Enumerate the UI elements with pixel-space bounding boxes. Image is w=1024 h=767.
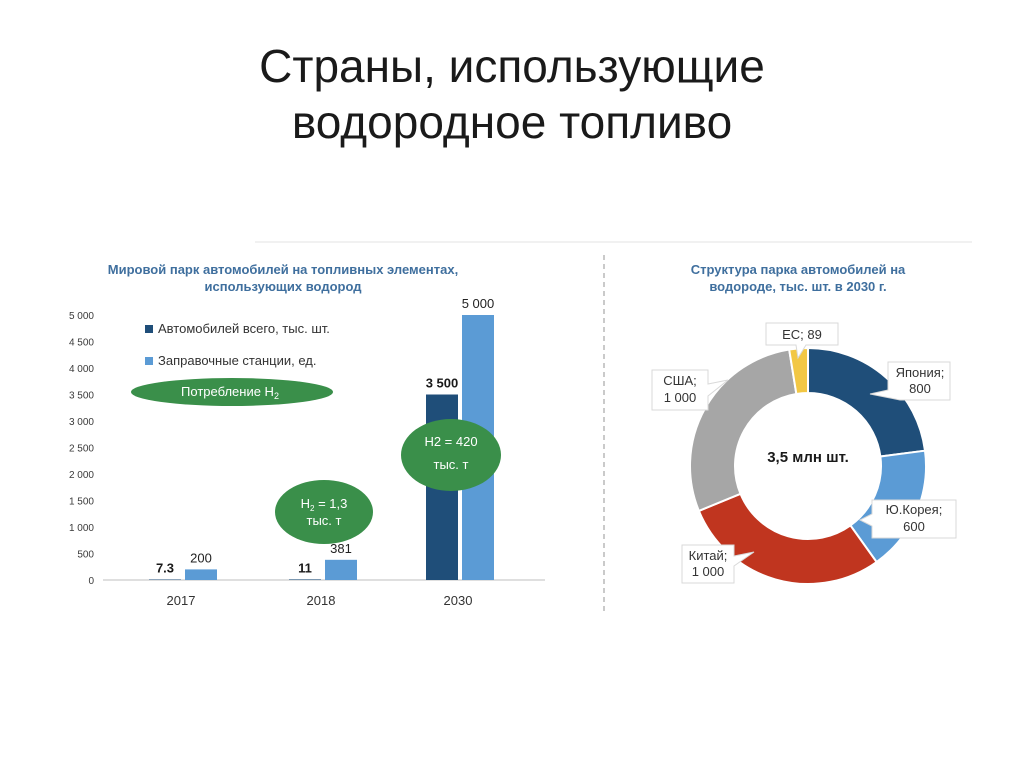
y-tick-label: 3 500: [69, 391, 94, 402]
label-china-line-1: Китай;: [689, 548, 728, 563]
y-axis-ticks: 0 500 1 000 1 500 2 000 2 500 3 000 3 500 4 000 4…: [69, 311, 94, 587]
y-tick-label: 1 500: [69, 497, 94, 508]
data-label-stations: 5 000: [462, 296, 495, 311]
h2-2018-line-2: тыс. т: [307, 513, 342, 528]
label-china-line-2: 1 000: [692, 564, 725, 579]
slide-title: Страны, использующие водородное топливо: [0, 38, 1024, 150]
legend-swatch-stations: [145, 357, 153, 365]
y-tick-label: 4 000: [69, 364, 94, 375]
bar-stations: [325, 559, 357, 580]
bar-chart: Мировой парк автомобилей на топливных эл…: [69, 262, 545, 608]
slice-eu: [788, 346, 809, 396]
legend-label-stations: Заправочные станции, ед.: [158, 353, 316, 368]
slice-label-usa: США; 1 000: [651, 369, 729, 411]
legend-label-cars: Автомобилей всего, тыс. шт.: [158, 321, 330, 336]
slice-usa: [689, 348, 798, 513]
slice-china: [697, 492, 878, 585]
y-tick-label: 4 500: [69, 338, 94, 349]
y-tick-label: 1 000: [69, 523, 94, 534]
donut-chart-title-line-1: Структура парка автомобилей на: [691, 262, 906, 277]
h2-2018-ellipse: [275, 480, 373, 544]
y-tick-label: 3 000: [69, 417, 94, 428]
x-axis-categories: 2017 2018 2030: [167, 593, 473, 608]
bar-chart-title-line-2: использующих водород: [205, 279, 363, 294]
donut-chart-title-line-2: водороде, тыс. шт. в 2030 г.: [709, 279, 886, 294]
callout-china: [681, 544, 755, 584]
h2-2030-line-2: тыс. т: [434, 457, 469, 472]
callout-eu: [765, 322, 839, 360]
data-label-stations: 200: [190, 550, 212, 565]
callout-korea: [858, 499, 957, 539]
slide-title-line-1: Страны, использующие: [259, 40, 765, 92]
y-tick-label: 500: [77, 550, 94, 561]
x-category-label: 2018: [307, 593, 336, 608]
slice-label-china: Китай; 1 000: [681, 544, 755, 584]
slice-label-korea: Ю.Корея; 600: [858, 499, 957, 539]
h2-2030-line-1: H2 = 420: [424, 434, 477, 449]
data-label-cars: 7.3: [156, 561, 174, 576]
bar-cars: [289, 579, 321, 580]
label-eu: ЕС; 89: [782, 327, 822, 342]
h2-2018-line-1: H2 = 1,3: [301, 496, 348, 513]
x-category-label: 2017: [167, 593, 196, 608]
label-japan-line-1: Япония;: [896, 365, 945, 380]
y-tick-label: 2 000: [69, 470, 94, 481]
h2-2030-ellipse: [401, 419, 501, 491]
label-usa-line-1: США;: [663, 373, 697, 388]
data-label-cars: 3 500: [426, 376, 459, 391]
bar-stations: [185, 569, 217, 580]
consumption-ellipse: [131, 378, 333, 406]
slice-label-japan: Япония; 800: [869, 361, 951, 401]
label-korea-line-2: 600: [903, 519, 925, 534]
callout-usa: [651, 369, 729, 411]
slice-label-eu: ЕС; 89: [765, 322, 839, 360]
callout-japan: [869, 361, 951, 401]
donut-chart: Структура парка автомобилей на водороде,…: [651, 262, 957, 585]
bar-chart-title-line-1: Мировой парк автомобилей на топливных эл…: [108, 262, 458, 277]
y-tick-label: 2 500: [69, 444, 94, 455]
data-label-stations: 381: [330, 541, 352, 556]
donut-center-label: 3,5 млн шт.: [767, 449, 849, 466]
data-label-cars: 11: [298, 560, 312, 575]
label-japan-line-2: 800: [909, 381, 931, 396]
slide-title-line-2: водородное топливо: [291, 96, 733, 148]
label-korea-line-1: Ю.Корея;: [886, 502, 943, 517]
legend-swatch-cars: [145, 325, 153, 333]
consumption-label: Потребление H2: [181, 384, 279, 401]
y-tick-label: 0: [88, 576, 94, 587]
label-usa-line-2: 1 000: [664, 390, 697, 405]
donut-slices: [689, 346, 927, 585]
x-category-label: 2030: [444, 593, 473, 608]
y-tick-label: 5 000: [69, 311, 94, 322]
bar-cars: [149, 579, 181, 580]
